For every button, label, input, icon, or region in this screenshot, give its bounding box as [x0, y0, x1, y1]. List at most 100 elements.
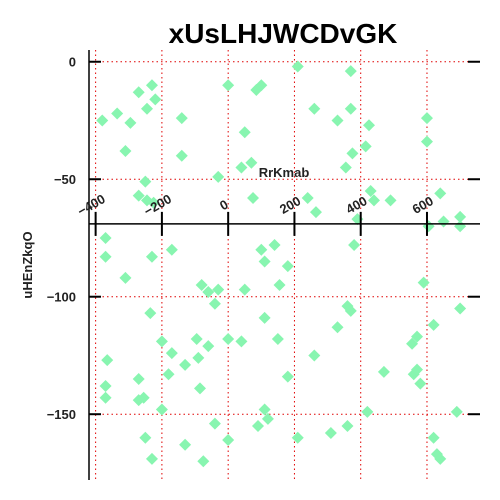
- data-point: [454, 220, 467, 233]
- data-point: [255, 79, 268, 92]
- x-tick-label: −400: [75, 191, 108, 219]
- data-point: [197, 455, 210, 468]
- y-tick-label: −50: [54, 172, 76, 187]
- data-point: [359, 140, 372, 153]
- data-point: [377, 365, 390, 378]
- data-point: [339, 161, 352, 174]
- data-point: [132, 86, 145, 99]
- data-point: [99, 391, 112, 404]
- data-point: [344, 65, 357, 78]
- y-axis-title: uHEnZkqO: [20, 231, 35, 298]
- data-point: [190, 333, 203, 346]
- x-tick-label: 200: [277, 193, 303, 217]
- data-point: [235, 161, 248, 174]
- data-point: [420, 112, 433, 125]
- data-point: [124, 116, 137, 129]
- x-tick-label: 0: [217, 197, 231, 214]
- y-tick-label: −100: [47, 290, 76, 305]
- data-point: [344, 102, 357, 115]
- axes: [88, 50, 480, 480]
- data-point: [411, 330, 424, 343]
- data-point: [132, 189, 145, 202]
- data-point: [273, 278, 286, 291]
- data-point: [281, 370, 294, 383]
- data-point: [155, 335, 168, 348]
- data-point: [202, 340, 215, 353]
- data-point: [192, 351, 205, 364]
- data-point: [149, 93, 162, 106]
- data-point: [331, 114, 344, 127]
- data-point: [251, 419, 264, 432]
- x-tick-label: 400: [343, 193, 369, 217]
- x-axis-title: RrKmab: [259, 165, 310, 180]
- data-point: [155, 403, 168, 416]
- data-point: [434, 452, 447, 465]
- data-point: [179, 438, 192, 451]
- x-tick-label: 600: [410, 193, 436, 217]
- data-point: [258, 403, 271, 416]
- data-point: [384, 194, 397, 207]
- data-point: [308, 102, 321, 115]
- data-point: [411, 363, 424, 376]
- data-point: [258, 255, 271, 268]
- data-point: [140, 102, 153, 115]
- data-point: [162, 368, 175, 381]
- data-point: [361, 405, 374, 418]
- data-point: [145, 250, 158, 263]
- data-point: [139, 431, 152, 444]
- data-point: [222, 79, 235, 92]
- data-point: [420, 135, 433, 148]
- data-point: [238, 283, 251, 296]
- data-point: [341, 419, 354, 432]
- data-point: [132, 394, 145, 407]
- data-point: [247, 192, 260, 205]
- data-point: [301, 192, 314, 205]
- data-point: [119, 145, 132, 158]
- data-point: [261, 412, 274, 425]
- data-point: [324, 427, 337, 440]
- scatter-points: [96, 60, 467, 468]
- data-point: [417, 276, 430, 289]
- data-point: [268, 239, 281, 252]
- y-tick-label: −150: [47, 407, 76, 422]
- data-point: [454, 210, 467, 223]
- data-point: [179, 358, 192, 371]
- data-point: [271, 333, 284, 346]
- data-point: [145, 452, 158, 465]
- data-point: [145, 79, 158, 92]
- data-point: [175, 112, 188, 125]
- data-point: [99, 231, 112, 244]
- data-point: [119, 271, 132, 284]
- data-point: [414, 377, 427, 390]
- data-point: [434, 187, 447, 200]
- data-point: [165, 243, 178, 256]
- data-point: [348, 239, 361, 252]
- data-point: [367, 194, 380, 207]
- data-point: [222, 333, 235, 346]
- data-point: [291, 431, 304, 444]
- data-point: [101, 354, 114, 367]
- data-point: [255, 243, 268, 256]
- data-point: [99, 250, 112, 263]
- data-point: [139, 175, 152, 188]
- data-point: [346, 147, 359, 160]
- data-point: [454, 302, 467, 315]
- data-point: [147, 196, 160, 209]
- data-point: [331, 321, 344, 334]
- data-point: [144, 307, 157, 320]
- data-point: [175, 149, 188, 162]
- data-point: [99, 380, 112, 393]
- y-tick-label: 0: [69, 55, 76, 70]
- data-point: [450, 405, 463, 418]
- data-point: [427, 318, 440, 331]
- data-point: [422, 220, 435, 233]
- data-point: [362, 119, 375, 132]
- data-point: [427, 431, 440, 444]
- data-point: [258, 311, 271, 324]
- data-point: [308, 349, 321, 362]
- data-point: [309, 206, 322, 219]
- data-point: [212, 170, 225, 183]
- data-point: [235, 335, 248, 348]
- data-point: [212, 283, 225, 296]
